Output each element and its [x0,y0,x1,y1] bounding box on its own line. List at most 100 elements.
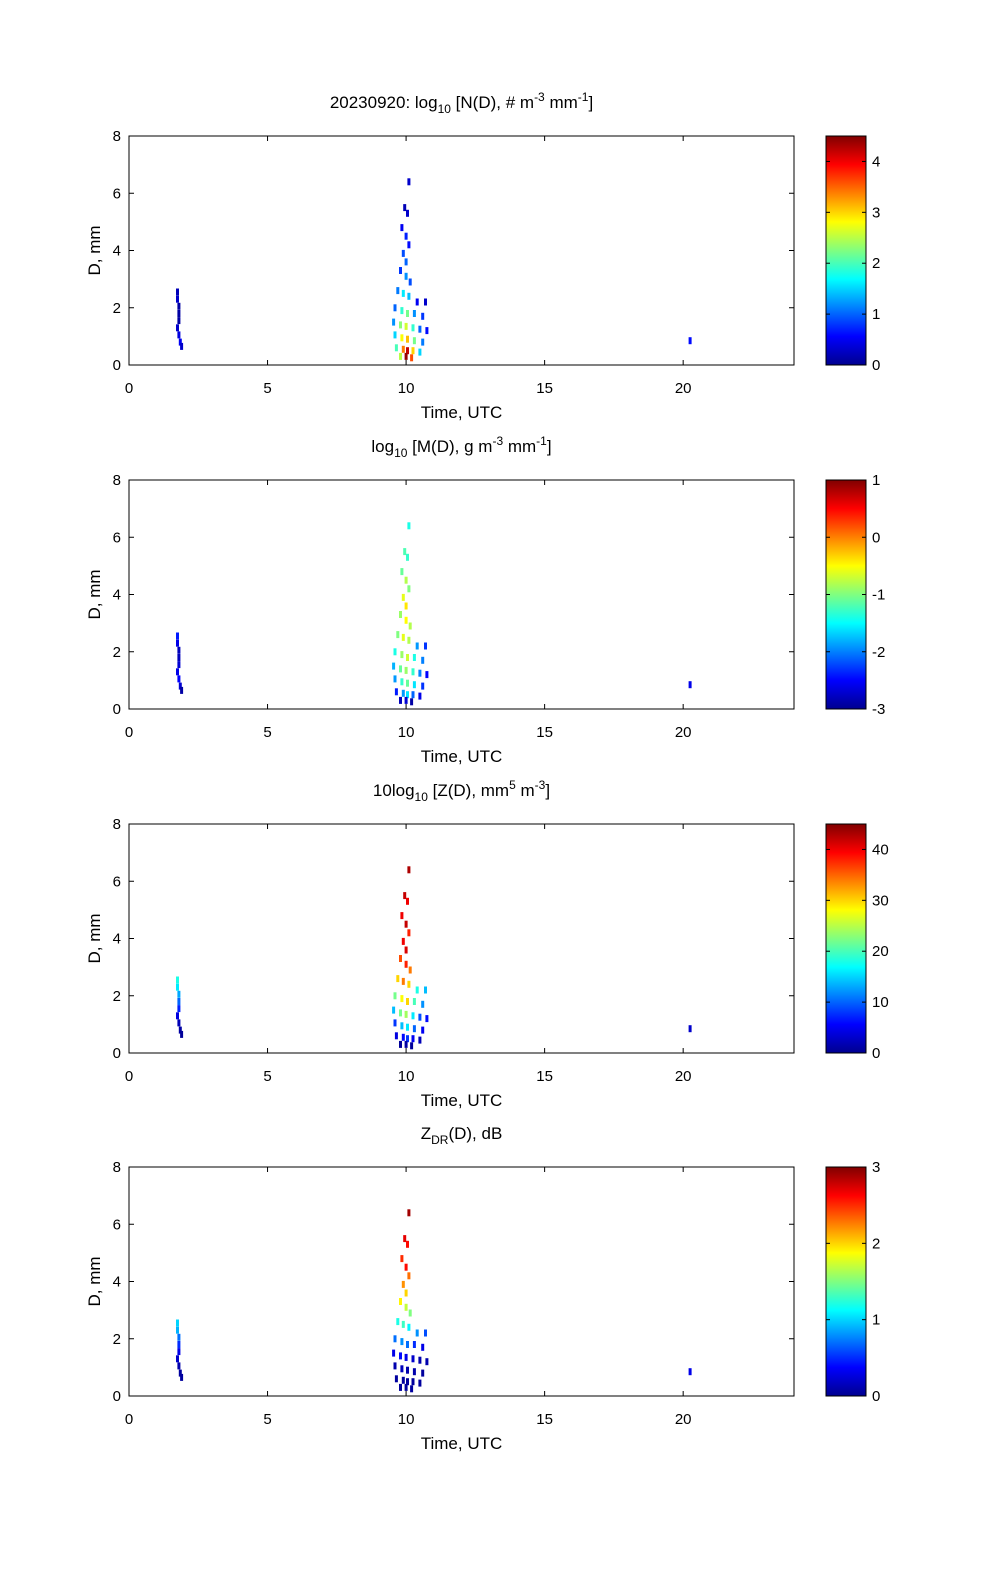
heatmap-cell [412,1341,416,1348]
heatmap-cell [399,611,402,618]
title-sup1: -3 [492,434,503,448]
heatmap-cell [406,1366,409,1374]
title-sup2: -1 [536,434,547,448]
heatmap-cell [403,548,407,556]
heatmap-cell [406,1035,409,1043]
heatmap-cell [399,1009,402,1017]
heatmap-cell [401,345,405,353]
heatmap-cell [406,691,409,699]
heatmap-cell [176,983,179,991]
heatmap-cell [396,287,400,295]
panel-4: ZDR(D), dB 0 5 10 15 20 0 2 4 6 8 Time, UTC D, mm 0 1 2… [85,1124,880,1453]
heatmap-cell [406,553,409,561]
heatmap-cell [411,668,415,676]
x-tick-label: 10 [398,380,415,397]
heatmap-cell [401,977,405,985]
heatmap-cell [421,338,425,346]
colorbar-tick-label: -2 [872,644,885,661]
heatmap-cell [406,347,409,355]
y-tick-label: 0 [113,1388,121,1405]
heatmap-cell [404,322,408,330]
heatmap-cell [418,692,422,700]
heatmap-cell [424,298,427,306]
x-axis-label: Time, UTC [421,1091,503,1110]
heatmap-cell [176,1319,179,1327]
heatmap-cell [406,1240,409,1248]
title-mid2: mm [545,93,578,112]
x-tick-label: 20 [675,1068,692,1085]
panel-3: 10log10 [Z(D), mm5 m-3]0 5 10 15 2002468Time… [85,778,889,1110]
title-mid: (D), dB [448,1124,502,1143]
heatmap-cell [404,1303,408,1311]
heatmap-cell [176,639,179,647]
heatmap-cell [401,1376,405,1384]
colorbar: -3 -2 -1 0 1 [825,472,885,718]
heatmap-cell [688,337,692,345]
heatmap-cell [411,1355,415,1363]
heatmap-cell [410,354,414,362]
heatmap-cell [180,1030,184,1038]
x-tick-label: 10 [398,1068,415,1085]
heatmap-cell [403,1235,407,1243]
colorbar-tick-label: -3 [872,701,885,718]
heatmap-cell [407,1209,411,1217]
heatmap-cell [400,651,404,659]
heatmap-cell [688,1368,692,1376]
heatmap-cell [407,929,411,937]
heatmap-cell [418,1036,422,1044]
heatmap-cell [177,990,181,998]
heatmap-cell [418,1356,422,1364]
title-mid: [Z(D), mm [428,781,509,800]
colorbar-tick-label: 30 [872,892,889,909]
x-tick-label: 0 [125,1068,133,1085]
heatmap-cell [407,636,411,644]
heatmap-cell [176,976,179,984]
y-tick-label: 8 [113,816,121,833]
heatmap-cell [418,348,422,356]
x-tick-label: 10 [398,1411,415,1428]
heatmap-cell [176,1355,179,1363]
heatmap-cell [394,1375,398,1383]
x-tick-label: 5 [263,724,271,741]
x-tick-label: 15 [536,380,553,397]
heatmap-cell [412,681,416,689]
heatmap-cell [399,665,402,673]
x-axis-label: Time, UTC [421,1434,503,1453]
colorbar-gradient [825,135,867,366]
heatmap-cell [401,289,405,297]
colorbar-tick-label: 0 [872,529,880,546]
heatmap-cell [180,686,184,694]
colorbar-tick-label: 2 [872,1235,880,1252]
heatmap-cell [421,682,425,690]
heatmap-cell [393,331,397,339]
heatmap-cell [406,654,409,661]
heatmap-cell [401,593,405,601]
y-axis-label: D, mm [85,1256,104,1306]
heatmap-cell [404,666,408,674]
heatmap-cell [424,986,427,994]
x-tick-label: 5 [263,1411,271,1428]
heatmap-cell [411,324,415,332]
heatmap-cell [177,1348,181,1356]
heatmap-cell [424,1329,427,1337]
heatmap-cell [412,1025,416,1033]
x-tick-label: 15 [536,1411,553,1428]
heatmap-cell [401,1033,405,1041]
heatmap-cell [176,632,179,640]
heatmap-cell [406,1023,409,1031]
heatmap-cell [400,912,404,920]
y-axis-label: D, mm [85,225,104,275]
heatmap-cell [425,327,429,335]
title-sup1: 5 [509,778,516,792]
heatmap-cell [396,975,400,983]
x-axis-label: Time, UTC [421,747,503,766]
colorbar: 0 1 2 3 4 [825,135,880,374]
heatmap-cell [399,955,402,962]
title-suffix: ] [588,93,593,112]
heatmap-cell [393,675,397,683]
heatmap-cell [425,1358,429,1366]
x-tick-label: 20 [675,724,692,741]
heatmap-cell [407,585,411,593]
heatmap-cell [418,1013,422,1021]
heatmap-cell [400,1365,404,1373]
